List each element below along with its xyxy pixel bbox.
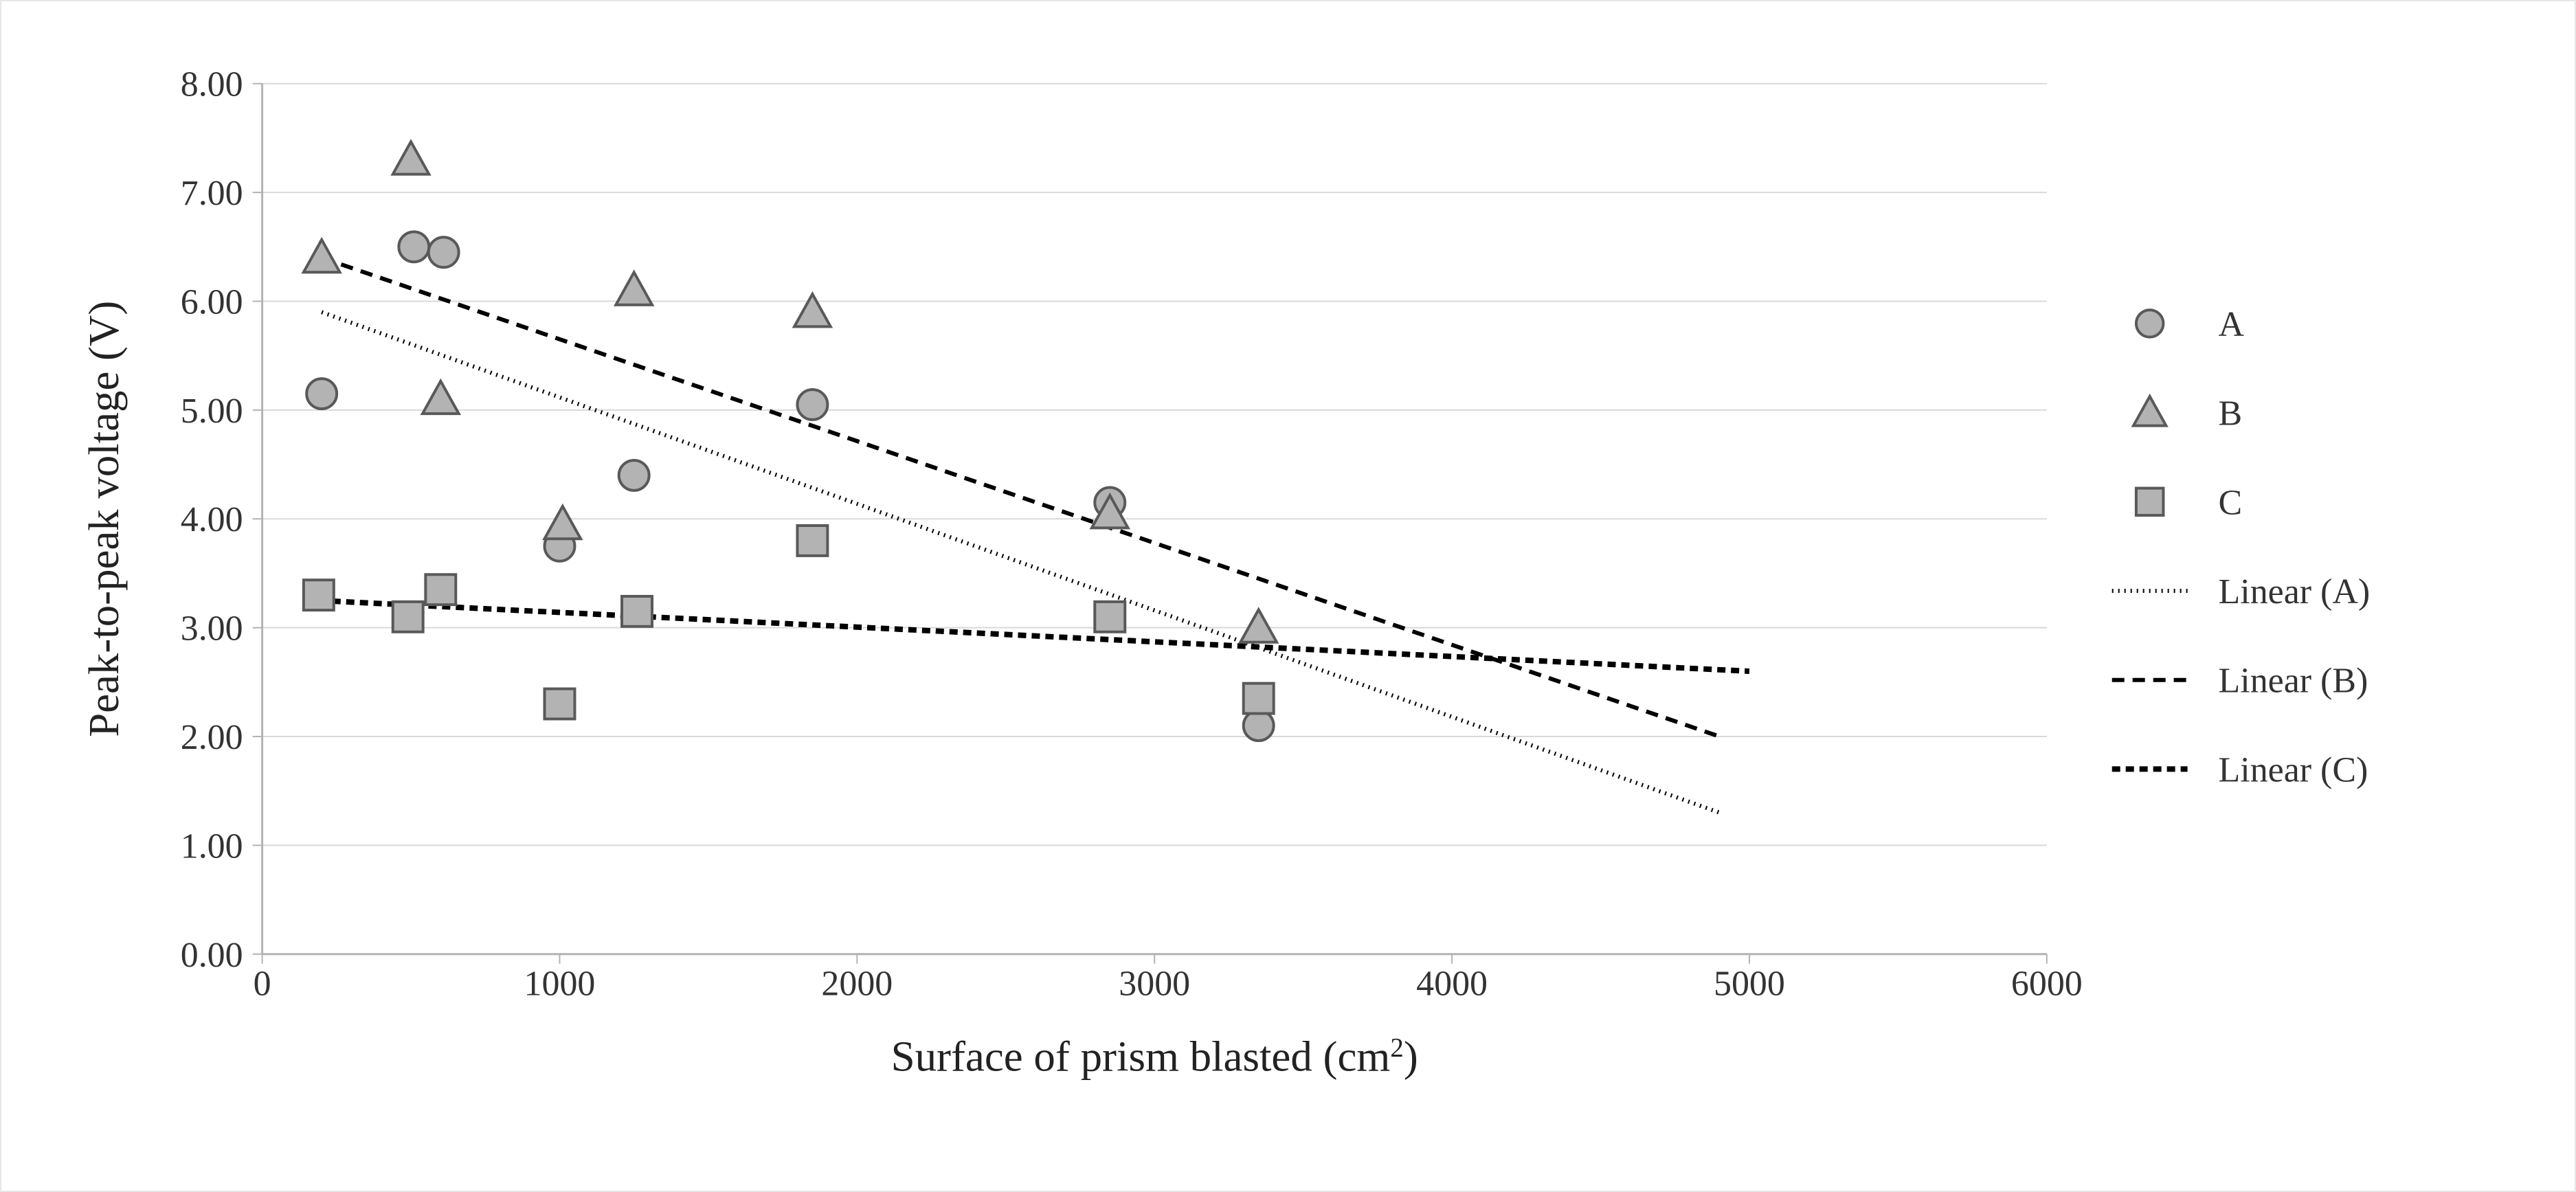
legend-label: Linear (A)	[2219, 572, 2371, 611]
y-tick-label: 3.00	[181, 609, 243, 649]
legend-marker-C	[2136, 488, 2164, 516]
legend-label: B	[2219, 394, 2243, 434]
y-axis-label: Peak-to-peak voltage (V)	[80, 301, 128, 737]
y-tick-label: 2.00	[181, 718, 243, 757]
x-tick-label: 1000	[524, 965, 596, 1004]
legend-label: Linear (C)	[2219, 750, 2368, 789]
data-point-C	[304, 580, 334, 610]
x-axis-label: Surface of prism blasted (cm2)	[891, 1032, 1418, 1080]
x-tick-label: 3000	[1119, 965, 1190, 1004]
chart-container: 0 1000 2000 3000 4000 5000 6000 0.00 1.00 2.00 3.0…	[0, 0, 2576, 1192]
data-point-A	[619, 460, 649, 491]
y-tick-label: 4.00	[181, 500, 243, 539]
y-tick-label: 5.00	[181, 392, 243, 431]
data-point-A	[306, 379, 337, 409]
x-tick-label: 4000	[1416, 965, 1488, 1004]
x-tick-label: 2000	[821, 965, 893, 1004]
data-point-C	[797, 526, 827, 556]
data-point-A	[429, 237, 459, 267]
scatter-chart: 0 1000 2000 3000 4000 5000 6000 0.00 1.00 2.00 3.0…	[1, 1, 2575, 1191]
y-tick-label: 0.00	[181, 936, 243, 975]
data-point-A	[1244, 710, 1274, 741]
legend-label: A	[2219, 305, 2245, 344]
legend-label: C	[2219, 483, 2243, 522]
x-tick-label: 5000	[1714, 965, 1785, 1004]
data-point-A	[399, 232, 429, 262]
data-point-C	[393, 602, 423, 632]
data-point-C	[1244, 684, 1274, 714]
y-tick-label: 7.00	[181, 174, 243, 213]
x-tick-label: 0	[254, 965, 271, 1004]
data-point-C	[622, 596, 652, 627]
data-point-C	[1095, 602, 1125, 632]
y-tick-label: 6.00	[181, 282, 243, 322]
data-point-C	[544, 689, 574, 719]
x-tick-label: 6000	[2011, 965, 2083, 1004]
legend-label: Linear (B)	[2219, 662, 2368, 701]
y-tick-label: 1.00	[181, 826, 243, 866]
data-point-C	[425, 574, 456, 605]
data-point-A	[797, 390, 827, 420]
y-tick-label: 8.00	[181, 65, 243, 104]
legend-marker-A	[2136, 310, 2164, 337]
